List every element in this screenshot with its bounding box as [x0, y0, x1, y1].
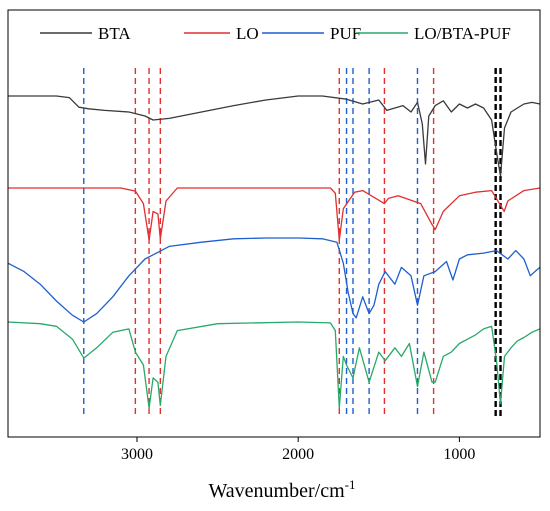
series-line-bta: [8, 95, 541, 177]
legend-label-lo: LO: [236, 24, 259, 43]
legend-label-puf: PUF: [330, 24, 361, 43]
series-group: [7, 95, 541, 409]
x-tick-label-2000: 2000: [282, 446, 314, 463]
legend-label-bta: BTA: [98, 24, 131, 43]
legend: BTA LO PUF LO/BTA-PUF: [40, 24, 511, 43]
legend-label-lo-bta-puf: LO/BTA-PUF: [414, 24, 511, 43]
x-tick-label-3000: 3000: [121, 446, 153, 463]
x-axis-title: Wavenumber/cm-1: [209, 477, 356, 502]
reference-lines: [83, 68, 502, 418]
series-line-lo-bta-puf: [7, 321, 541, 409]
plot-frame: [7, 9, 541, 438]
series-line-puf: [7, 237, 541, 323]
series-line-lo: [8, 187, 541, 241]
x-tick-label-1000: 1000: [443, 446, 475, 463]
x-axis: 3000 2000 1000: [121, 437, 475, 463]
